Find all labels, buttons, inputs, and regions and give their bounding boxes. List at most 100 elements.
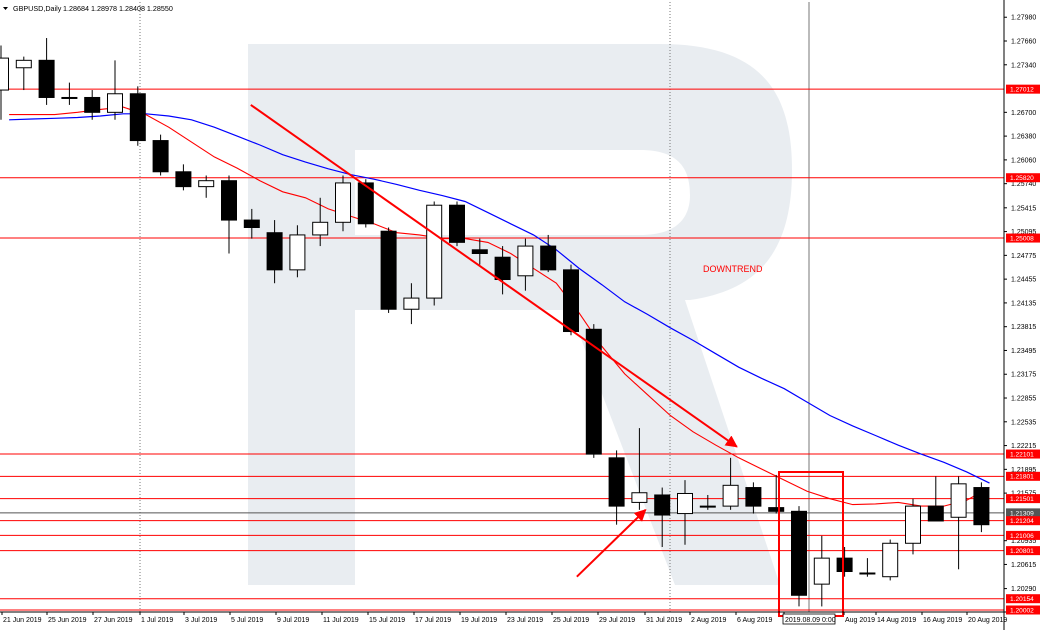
- candle: [585, 324, 602, 458]
- time-tick-label: 2019.08.09 0:00: [785, 617, 836, 624]
- time-tick-label: 21 Jun 2019: [3, 617, 42, 624]
- candle: [357, 179, 374, 228]
- price-tick-label: 1.21895: [1011, 467, 1036, 474]
- candle: [813, 535, 830, 607]
- candle-body: [0, 57, 9, 91]
- candle: [289, 225, 306, 278]
- candle: [312, 197, 329, 247]
- candle: [471, 238, 488, 265]
- price-tick-label: 1.24135: [1011, 300, 1036, 307]
- candle-body: [813, 557, 830, 585]
- level-tag: [1006, 530, 1040, 540]
- candle-body: [699, 505, 716, 508]
- candle: [449, 201, 465, 247]
- triangle-down-icon[interactable]: [3, 7, 8, 10]
- level-tag: [1006, 471, 1040, 481]
- price-tick-label: 1.25740: [1011, 181, 1036, 188]
- candle-body: [973, 487, 990, 526]
- watermark-logo: [248, 44, 792, 585]
- candle-body: [905, 505, 921, 544]
- candle: [677, 480, 693, 545]
- candle-body: [266, 232, 283, 271]
- candle-body: [38, 59, 55, 98]
- candle: [859, 558, 876, 577]
- time-tick-label: 5 Jul 2019: [231, 617, 263, 624]
- candle: [107, 60, 123, 120]
- candle-body: [61, 96, 78, 99]
- horizontal-levels[interactable]: [0, 88, 1004, 611]
- candle-body: [608, 457, 625, 507]
- level-tag: [1006, 173, 1040, 183]
- level-tag: [1006, 546, 1040, 556]
- candle-body: [722, 484, 739, 507]
- fast-ma-line: [9, 106, 990, 507]
- price-tick-label: 1.25095: [1011, 229, 1036, 236]
- price-tick-label: 1.20615: [1011, 562, 1036, 569]
- time-tick-label: 19 Jul 2019: [461, 617, 497, 624]
- candle: [768, 474, 785, 514]
- level-tag: [1006, 233, 1040, 243]
- vertical-markers: [139, 2, 810, 612]
- candle-body: [517, 245, 534, 277]
- candle-body: [563, 269, 579, 333]
- time-tick-label: 15 Jul 2019: [369, 617, 405, 624]
- price-tick-label: 1.26700: [1011, 110, 1036, 117]
- level-tag: [1006, 605, 1040, 615]
- price-axis[interactable]: 1.27980 1.27660 1.27340 1.26700 1.26380 1.260…: [1004, 15, 1040, 615]
- candle-body: [540, 245, 557, 271]
- downtrend-label: DOWNTREND: [703, 264, 763, 274]
- time-axis[interactable]: 21 Jun 2019 25 Jun 2019 27 Jun 2019 1 Jul 2…: [1, 612, 1007, 625]
- candle: [84, 90, 101, 120]
- time-tick-label: 16 Aug 2019: [923, 617, 962, 624]
- level-tag-label: 1.21801: [1010, 474, 1034, 481]
- candle-body: [175, 171, 192, 188]
- candle: [0, 45, 9, 120]
- candle: [38, 38, 55, 105]
- level-tag-label: 1.27012: [1010, 87, 1034, 94]
- candle: [950, 476, 967, 570]
- candle: [403, 283, 420, 325]
- price-tick-label: 1.23815: [1011, 324, 1036, 331]
- price-tick-label: 1.27340: [1011, 62, 1036, 69]
- time-tick-label: 14 Aug 2019: [877, 617, 916, 624]
- time-tick-label: 23 Jul 2019: [507, 617, 543, 624]
- candle-body: [494, 256, 511, 281]
- candle: [745, 482, 762, 514]
- candle-body: [654, 494, 671, 516]
- price-tick-label: 1.24775: [1011, 253, 1036, 260]
- candle: [722, 457, 739, 510]
- highlight-box: [778, 471, 844, 617]
- price-tick-label: 1.22535: [1011, 419, 1036, 426]
- candle: [221, 175, 237, 254]
- candle-body: [745, 487, 762, 507]
- price-tick-label: 1.22855: [1011, 396, 1036, 403]
- level-tag-label: 1.21204: [1010, 518, 1034, 525]
- candle-body: [380, 230, 397, 310]
- level-tag-label: 1.25008: [1010, 235, 1034, 242]
- candle-body: [107, 93, 123, 113]
- level-tag-label: 1.21309: [1010, 510, 1034, 517]
- candle-body: [882, 542, 899, 578]
- candle: [380, 227, 397, 313]
- candle: [608, 450, 625, 525]
- candle-body: [335, 182, 351, 223]
- candle: [699, 494, 716, 510]
- price-tick-label: 1.20935: [1011, 538, 1036, 545]
- time-tick-label: Aug 2019: [845, 617, 875, 624]
- candle: [563, 264, 579, 336]
- candle: [654, 487, 671, 547]
- time-tick-label: 1 Jul 2019: [141, 617, 173, 624]
- candle: [152, 134, 169, 176]
- candle-body: [836, 557, 853, 573]
- price-tick-label: 1.26060: [1011, 157, 1036, 164]
- price-tick-label: 1.25415: [1011, 205, 1036, 212]
- slow-ma-line: [9, 113, 990, 484]
- time-tick-label: 27 Jun 2019: [94, 617, 133, 624]
- candle: [631, 428, 648, 510]
- candle-body: [950, 483, 967, 518]
- level-tag: [1006, 516, 1040, 526]
- level-tag: [1006, 594, 1040, 604]
